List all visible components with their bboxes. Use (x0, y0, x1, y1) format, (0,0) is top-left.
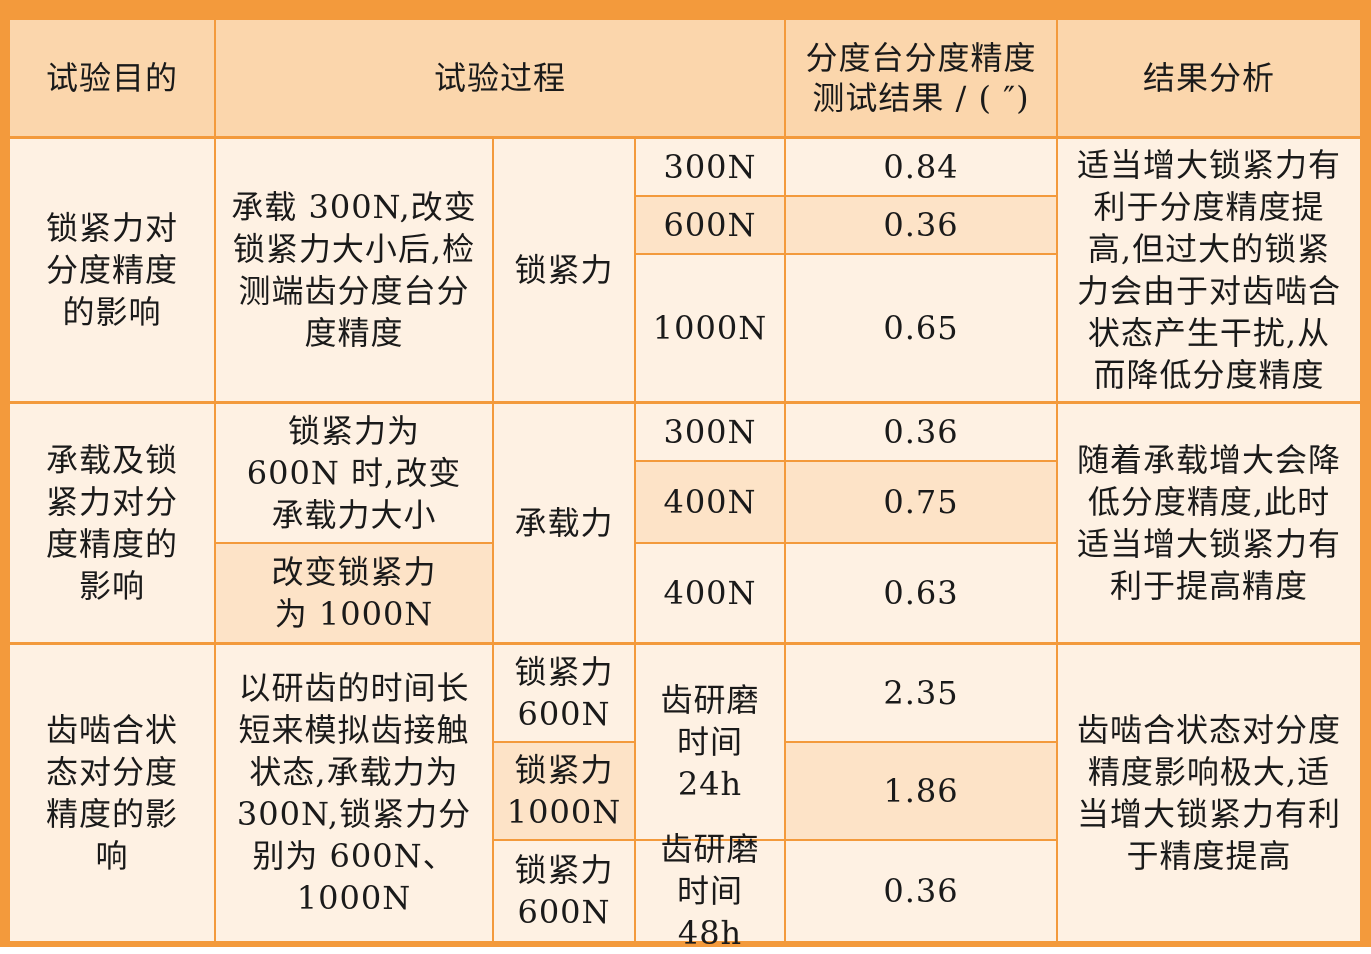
group3-row1-variable-label: 锁紧力 (514, 653, 614, 691)
group3-row2-result: 1.86 (786, 743, 1056, 839)
group3-row1-variable-value: 600N (517, 695, 611, 733)
group1-process: 承载 300N,改变锁紧力大小后,检测端齿分度台分度精度 (216, 139, 492, 401)
group3-time-48h: 齿研磨时间 48h (636, 830, 784, 952)
header-result: 分度台分度精度 测试结果 / ( ″) (786, 20, 1056, 136)
group2-purpose: 承载及锁紧力对分度精度的影响 (10, 404, 214, 642)
group2-row3-result: 0.63 (786, 544, 1056, 642)
group1-row1-condition: 300N (636, 139, 784, 195)
group3-row3-variable: 锁紧力 600N (494, 841, 634, 941)
group1-row1-result: 0.84 (786, 139, 1056, 195)
group1-row3-condition: 1000N (636, 255, 784, 401)
group3-row1-result: 2.35 (786, 645, 1056, 741)
group3-row2-variable-value: 1000N (506, 793, 622, 831)
group1-variable: 锁紧力 (494, 139, 634, 401)
group2-row2-condition: 400N (636, 462, 784, 542)
group3-row2-variable: 锁紧力 1000N (494, 743, 634, 839)
group2-row1-result: 0.36 (786, 404, 1056, 460)
group3-purpose: 齿啮合状态对分度精度的影响 (10, 645, 214, 941)
group3-row3-variable-label: 锁紧力 (514, 851, 614, 889)
header-purpose: 试验目的 (10, 20, 214, 136)
group2-row2-result: 0.75 (786, 462, 1056, 542)
group1-row2-result: 0.36 (786, 197, 1056, 253)
group3-process: 以研齿的时间长短来模拟齿接触状态,承载力为 300N,锁紧力分别为 600N、1… (216, 645, 492, 941)
group3-analysis: 齿啮合状态对分度精度影响极大,适当增大锁紧力有利于精度提高 (1058, 645, 1360, 941)
group2-analysis: 随着承载增大会降低分度精度,此时适当增大锁紧力有利于提高精度 (1058, 404, 1360, 642)
group2-row3-condition: 400N (636, 544, 784, 642)
group2-process-b: 改变锁紧力为 1000N (216, 544, 492, 642)
group1-purpose: 锁紧力对分度精度的影响 (10, 139, 214, 401)
header-process: 试验过程 (216, 20, 784, 136)
group3-row3-variable-value: 600N (517, 893, 611, 931)
header-result-line1: 分度台分度精度 (805, 39, 1037, 77)
header-analysis: 结果分析 (1058, 20, 1360, 136)
group3-row2-variable-label: 锁紧力 (514, 751, 614, 789)
group1-row3-result: 0.65 (786, 255, 1056, 401)
group2-process-a: 锁紧力为 600N 时,改变承载力大小 (216, 404, 492, 542)
group3-row3-result: 0.36 (786, 841, 1056, 941)
group2-variable: 承载力 (494, 404, 634, 642)
group2-row1-condition: 300N (636, 404, 784, 460)
group3-row1-variable: 锁紧力 600N (494, 645, 634, 741)
group3-time-24h: 齿研磨时间 24h (636, 645, 784, 839)
header-result-line2: 测试结果 / ( ″) (812, 79, 1030, 117)
group1-analysis: 适当增大锁紧力有利于分度精度提高,但过大的锁紧力会由于对齿啮合状态产生干扰,从而… (1058, 139, 1360, 401)
group1-row2-condition: 600N (636, 197, 784, 253)
